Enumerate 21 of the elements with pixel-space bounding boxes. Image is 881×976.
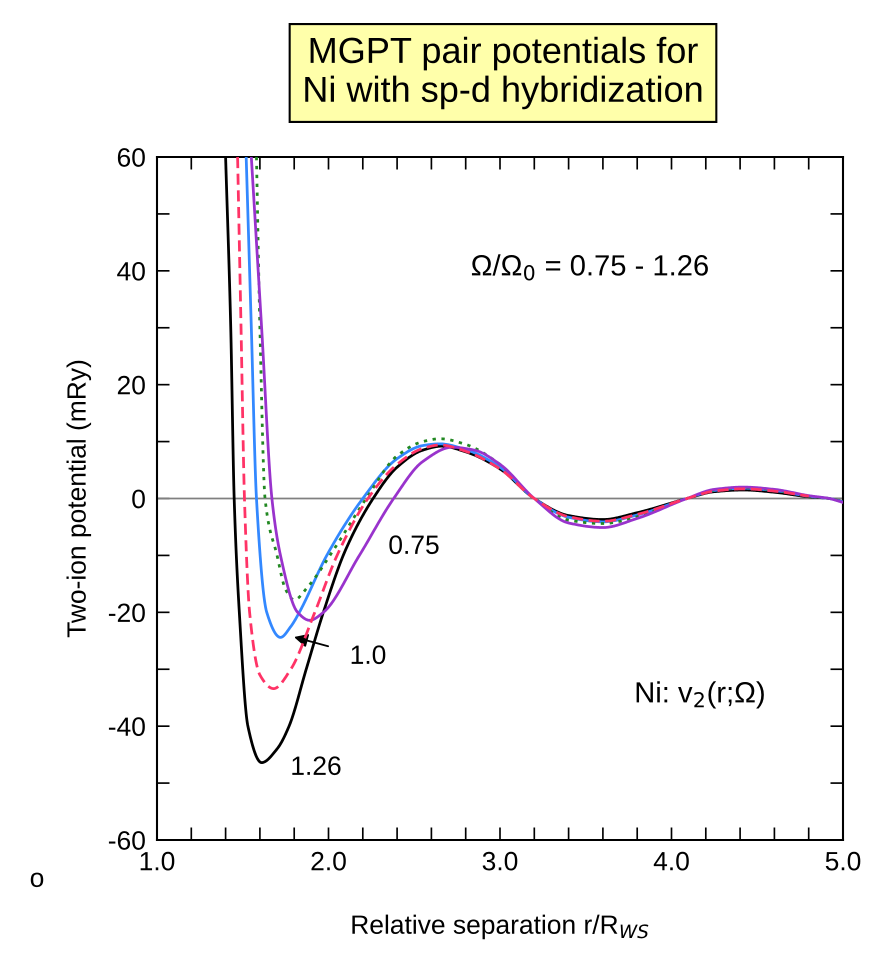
annotation: 1.26	[292, 756, 341, 776]
text: o	[30, 872, 44, 888]
y-tick-label: 60	[118, 148, 145, 167]
y-tick-label: 0	[132, 490, 145, 508]
y-tick-label: -40	[108, 717, 145, 736]
x-axis-title: Relative separation r/R$_{WS}$	[352, 914, 648, 940]
annotation: Ni: v$_{2}$(r;Ω)	[636, 681, 764, 708]
annotation: 1.0	[352, 645, 386, 664]
annotation: 0.75	[389, 535, 439, 554]
y-tick-label: 20	[118, 376, 145, 394]
annotation: Ω/Ω$_{0}$ = 0.75 - 1.26	[472, 254, 708, 280]
x-tick-label: 1.0	[140, 852, 174, 870]
y-tick-label: 40	[117, 262, 145, 281]
y-axis-title: Two-ion potential (mRy)	[66, 360, 92, 638]
y-tick-label: -60	[108, 831, 145, 850]
x-tick-label: 2.0	[311, 852, 346, 870]
y-tick-label: -20	[108, 603, 145, 622]
x-tick-label: 5.0	[826, 852, 860, 870]
x-tick-label: 3.0	[482, 852, 518, 870]
chart-title: MGPT pair potentials for Ni with sp-d hybridization	[305, 36, 702, 110]
x-tick-label: 4.0	[654, 852, 689, 870]
